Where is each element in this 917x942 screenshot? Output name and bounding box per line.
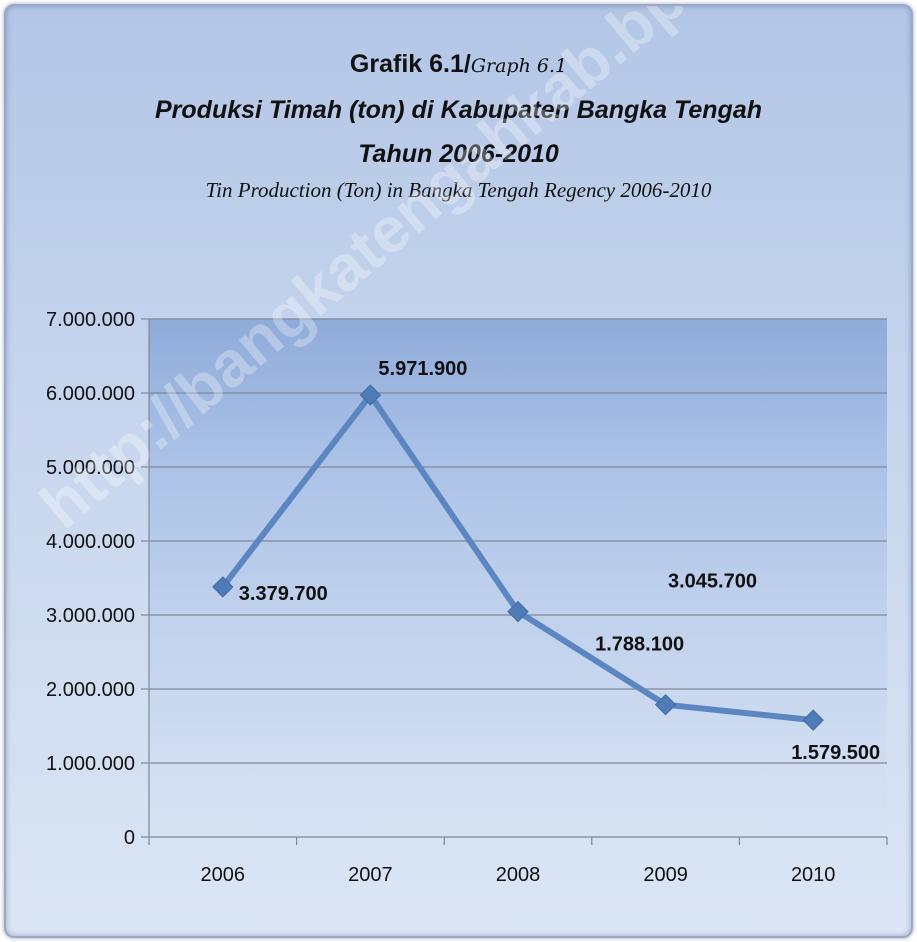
data-label: 1.788.100: [595, 634, 684, 656]
x-tick-label: 2006: [201, 864, 246, 886]
x-tick-label: 2008: [496, 864, 541, 886]
axes: [148, 319, 887, 838]
series-markers: [212, 384, 824, 731]
data-label: 3.379.700: [239, 583, 328, 605]
line-chart: 0 1.000.000 2.000.000 3.000.000 4.000.000 5.0…: [46, 309, 888, 886]
chart-title-line-1: Grafik 6.1/Graph 6.1: [6, 50, 911, 79]
chart-frame: Grafik 6.1/Graph 6.1 Produksi Timah (ton…: [4, 4, 913, 938]
y-tick-label: 1.000.000: [46, 753, 135, 775]
data-point-marker: [212, 576, 234, 598]
x-tick-label: 2009: [643, 864, 688, 886]
data-point-marker: [654, 693, 677, 716]
y-tick-label: 7.000.000: [46, 309, 135, 331]
data-labels: 3.379.700 5.971.900 3.045.700 1.788.100 1.57…: [239, 358, 880, 764]
y-tick-label: 2.000.000: [46, 679, 135, 701]
y-axis-ticks: 0 1.000.000 2.000.000 3.000.000 4.000.000 5.0…: [46, 309, 149, 849]
plot-area: [149, 319, 887, 837]
title-indonesian: Grafik 6.1/: [349, 50, 471, 78]
title-english: Graph 6.1: [470, 55, 568, 77]
x-axis-ticks: 2006 2007 2008 2009 2010: [148, 837, 888, 886]
x-tick-label: 2007: [348, 864, 393, 886]
data-point-marker: [359, 384, 382, 406]
chart-title-line-2: Produksi Timah (ton) di Kabupaten Bangka…: [155, 96, 762, 124]
y-tick-label: 6.000.000: [46, 383, 135, 405]
y-tick-label: 4.000.000: [46, 531, 135, 553]
data-point-marker: [507, 600, 529, 623]
chart-subtitle-english: Tin Production (Ton) in Bangka Tengah Re…: [205, 178, 712, 202]
x-tick-label: 2010: [791, 864, 836, 886]
y-tick-label: 3.000.000: [46, 605, 135, 627]
data-label: 5.971.900: [378, 358, 467, 380]
y-tick-label: 5.000.000: [46, 457, 135, 479]
data-label: 1.579.500: [791, 742, 880, 764]
chart-title-line-3: Tahun 2006-2010: [358, 140, 559, 168]
data-label: 3.045.700: [668, 571, 757, 593]
y-tick-label: 0: [124, 827, 135, 849]
data-point-marker: [802, 709, 824, 731]
